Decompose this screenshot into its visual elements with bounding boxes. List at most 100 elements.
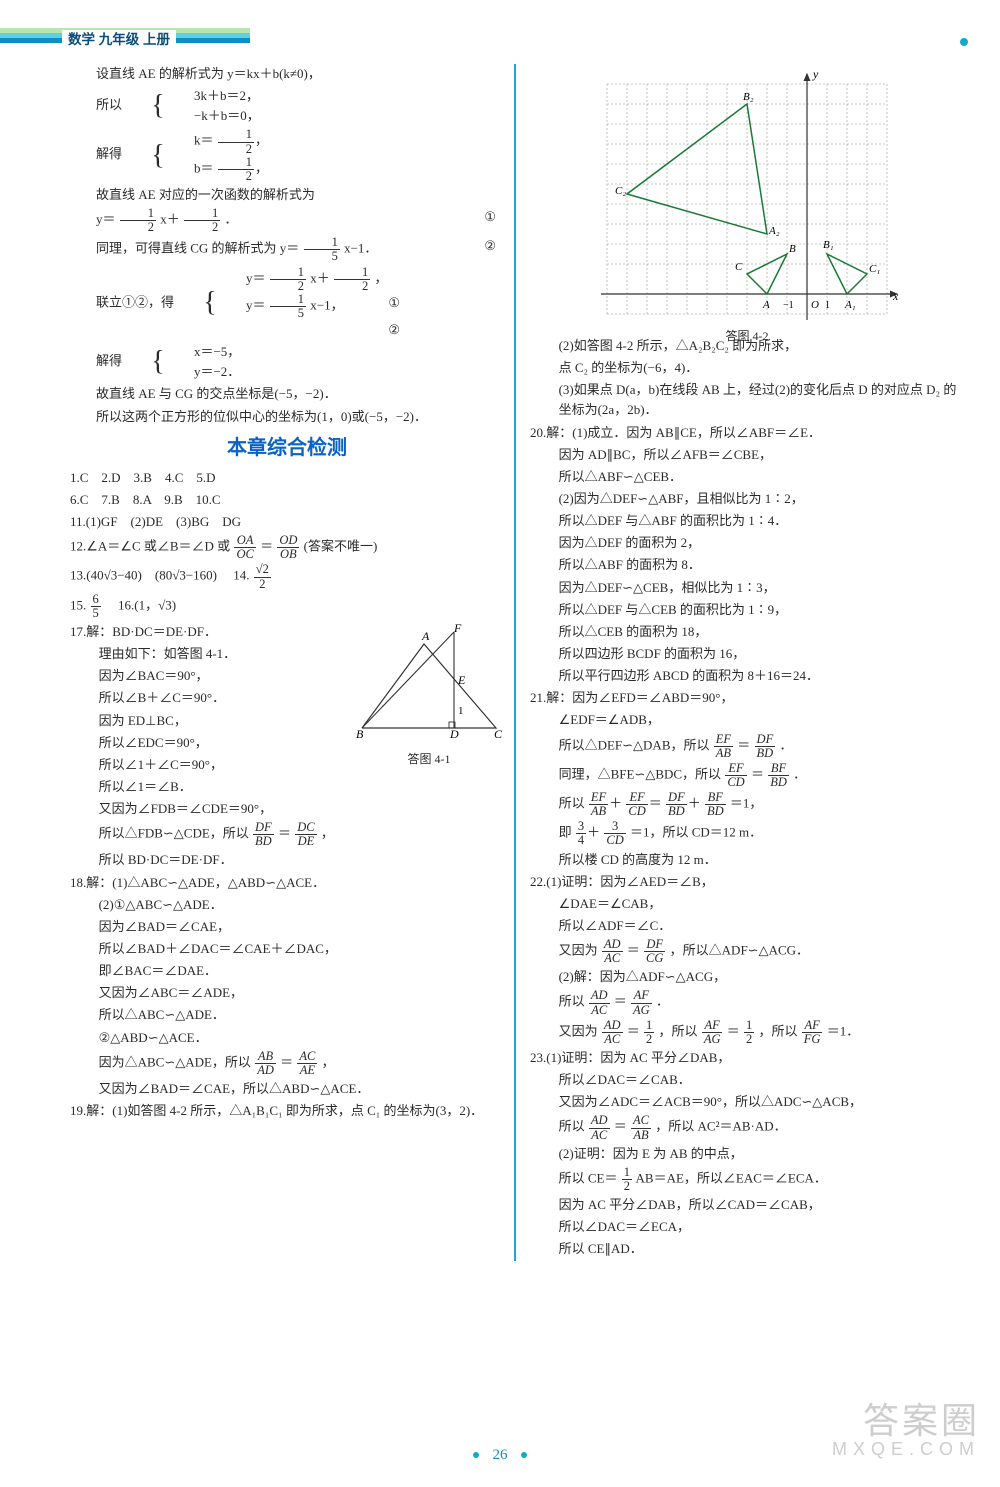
svg-text:−1: −1 bbox=[783, 300, 794, 311]
frac-n: EF bbox=[589, 791, 608, 805]
eq: −k＋b＝0， bbox=[168, 106, 260, 126]
label: 即 bbox=[559, 825, 572, 840]
answer-item: 12.∠A＝∠C 或∠B＝∠D 或 OAOC ＝ ODOB (答案不唯一) bbox=[70, 534, 504, 561]
text-line: 同理，△BFE∽△BDC，所以 EFCD ＝ BFBD ． bbox=[530, 762, 964, 789]
text-line: 所以∠ADF＝∠C． bbox=[530, 916, 964, 936]
page-body: 设直线 AE 的解析式为 y＝kx＋b(k≠0)， 所以 { 3k＋b＝2， −… bbox=[0, 56, 1000, 1261]
text-line: (2)如答图 4-2 所示，△A₂B₂C₂ 即为所求， bbox=[530, 336, 964, 356]
text-line: 所以平行四边形 ABCD 的面积为 8＋16＝24． bbox=[530, 666, 964, 686]
frac-n: 1 bbox=[218, 128, 254, 142]
label: ＝1，所以 CD＝12 m． bbox=[630, 825, 762, 840]
svg-text:1: 1 bbox=[825, 300, 830, 311]
text-line: 所以△ABF 的面积为 8． bbox=[530, 555, 964, 575]
svg-text:A: A bbox=[421, 629, 430, 643]
text-line: 又因为∠ABC＝∠ADE， bbox=[70, 983, 504, 1003]
label: ＝ bbox=[614, 1119, 627, 1134]
frac-d: BD bbox=[755, 747, 776, 760]
label: ． bbox=[656, 994, 669, 1009]
label: ，所以 bbox=[659, 1023, 698, 1038]
frac-n: 1 bbox=[304, 236, 340, 250]
text-line: (2)解：因为△ADF∽△ACG， bbox=[530, 967, 964, 987]
label: ， bbox=[321, 826, 334, 841]
label: x＋ bbox=[160, 212, 180, 227]
frac-d: AC bbox=[602, 952, 623, 965]
frac-n: 1 bbox=[184, 207, 220, 221]
frac-d: 2 bbox=[218, 143, 254, 156]
frac-d: OC bbox=[234, 548, 255, 561]
frac-n: BF bbox=[768, 762, 789, 776]
text-line: ②△ABD∽△ACE． bbox=[70, 1028, 504, 1048]
text-line: (3)如果点 D(a，b)在线段 AB 上，经过(2)的变化后点 D 的对应点 … bbox=[530, 380, 964, 420]
text-line: (2)证明：因为 E 为 AB 的中点， bbox=[530, 1144, 964, 1164]
frac-n: AF bbox=[631, 989, 652, 1003]
text-line: 即∠BAC＝∠DAE． bbox=[70, 961, 504, 981]
frac-n: AD bbox=[602, 938, 623, 952]
svg-text:O: O bbox=[811, 299, 819, 311]
text-line: 故直线 AE 对应的一次函数的解析式为 bbox=[70, 185, 504, 205]
svg-text:B: B bbox=[356, 727, 364, 741]
frac-d: 2 bbox=[622, 1180, 632, 1193]
label: 16.(1，√3) bbox=[105, 597, 176, 612]
frac-n: DF bbox=[755, 733, 776, 747]
text-line: ∠EDF＝∠ADB， bbox=[530, 710, 964, 730]
label: k＝ bbox=[194, 133, 214, 148]
label: x−1． bbox=[344, 241, 377, 256]
frac-d: 5 bbox=[304, 250, 340, 263]
text-line: 因为△DEF 的面积为 2， bbox=[530, 533, 964, 553]
text-line: 因为 AC 平分∠DAB，所以∠CAD＝∠CAB， bbox=[530, 1195, 964, 1215]
section-title: 本章综合检测 bbox=[70, 433, 504, 464]
label: 所以 bbox=[559, 994, 585, 1009]
label: AB＝AE，所以∠EAC＝∠ECA． bbox=[636, 1170, 827, 1185]
svg-text:C: C bbox=[735, 261, 743, 273]
watermark-text: 答案圈 bbox=[832, 1402, 980, 1440]
frac-n: AD bbox=[602, 1019, 623, 1033]
svg-text:E: E bbox=[457, 673, 466, 687]
label: ． bbox=[779, 737, 792, 752]
text-line: 设直线 AE 的解析式为 y＝kx＋b(k≠0)， bbox=[70, 64, 504, 84]
solution-head: 20.解：(1)成立．因为 AB∥CE，所以∠ABF＝∠E． bbox=[530, 423, 964, 443]
text-line: 即 34＋ 3CD ＝1，所以 CD＝12 m． bbox=[530, 820, 964, 847]
answer-item: 13.(40√3−40) (80√3−160) 14. √22 bbox=[70, 563, 504, 590]
frac-n: DC bbox=[295, 821, 316, 835]
frac-n: 3 bbox=[576, 820, 586, 834]
frac-n: 1 bbox=[270, 293, 306, 307]
frac-d: 2 bbox=[184, 221, 220, 234]
frac-n: DF bbox=[644, 938, 665, 952]
frac-n: AD bbox=[589, 989, 610, 1003]
frac-d: 2 bbox=[270, 280, 306, 293]
text-line: 因为△ABC∽△ADE，所以 ABAD ＝ ACAE ， bbox=[70, 1050, 504, 1077]
frac-n: OD bbox=[277, 534, 299, 548]
frac-d: AC bbox=[602, 1033, 623, 1046]
label: ＝ bbox=[614, 994, 627, 1009]
text-line: 所以△ABF∽△CEB． bbox=[530, 467, 964, 487]
text-line: 所以 CE＝ 12 AB＝AE，所以∠EAC＝∠ECA． bbox=[530, 1166, 964, 1193]
label: ， bbox=[322, 1054, 335, 1069]
text-line: y＝ 12 x＋ 12 ． ① bbox=[70, 207, 504, 234]
svg-text:C₂: C₂ bbox=[615, 185, 626, 197]
label: ＝1， bbox=[730, 796, 763, 811]
frac-d: AG bbox=[702, 1033, 723, 1046]
left-column: 设直线 AE 的解析式为 y＝kx＋b(k≠0)， 所以 { 3k＋b＝2， −… bbox=[70, 64, 504, 1261]
frac-n: AC bbox=[631, 1114, 651, 1128]
text-line: 同理，可得直线 CG 的解析式为 y＝ 15 x−1． ② bbox=[70, 236, 504, 263]
label: 13.(40√3−40) (80√3−160) bbox=[70, 568, 230, 583]
figure-4-2: A B C A₁ B₁ C₁ A₂ B₂ C₂ O 1 −1 x y 答图 4-… bbox=[530, 64, 964, 336]
label: ＝ bbox=[278, 826, 291, 841]
figure-4-1: A B C D E F 1 答图 4-1 bbox=[354, 624, 504, 769]
svg-text:A₁: A₁ bbox=[844, 299, 856, 311]
solution-head: 19.解：(1)如答图 4-2 所示，△A₁B₁C₁ 即为所求，点 C₁ 的坐标… bbox=[70, 1101, 504, 1121]
label: y＝ bbox=[246, 270, 266, 285]
solution-head: 23.(1)证明：因为 AC 平分∠DAB， bbox=[530, 1048, 964, 1068]
label: 14. bbox=[233, 568, 249, 583]
frac-d: 2 bbox=[334, 280, 370, 293]
page-header: 数学 九年级 上册 bbox=[0, 0, 1000, 56]
text-line: 所以∠DAC＝∠ECA， bbox=[530, 1217, 964, 1237]
eq: k＝ 12， bbox=[168, 128, 268, 155]
label: ，所以 AC²＝AB·AD． bbox=[655, 1119, 786, 1134]
frac-n: AF bbox=[702, 1019, 723, 1033]
text-line: 所以△DEF 与△CEB 的面积比为 1∶9， bbox=[530, 600, 964, 620]
frac-d: DE bbox=[295, 835, 316, 848]
text-line: 所以∠DAC＝∠CAB． bbox=[530, 1070, 964, 1090]
frac-d: 2 bbox=[120, 221, 156, 234]
frac-d: 4 bbox=[576, 834, 586, 847]
